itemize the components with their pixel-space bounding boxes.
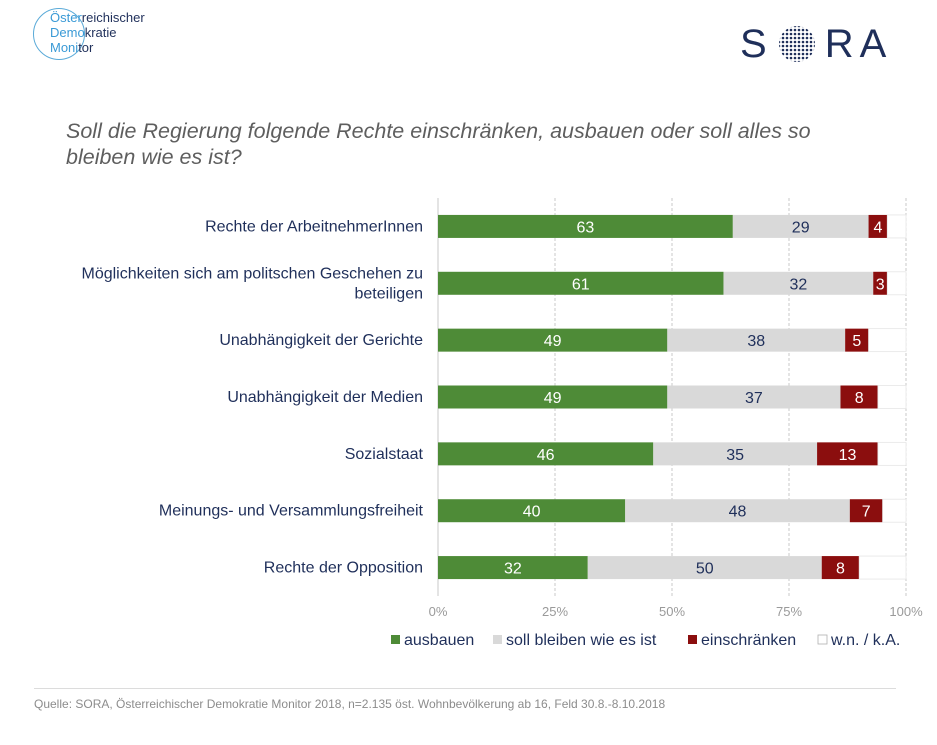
source-note: Quelle: SORA, Österreichischer Demokrati… [34, 697, 666, 711]
bar-segment [653, 442, 818, 466]
sora-logo: S R A [740, 22, 892, 66]
stacked-bar-chart: 0% 25% 50% 75% 100% 63 29 4 Rechte der Arbeitneh… [81, 198, 923, 649]
category-label: Sozialstaat [345, 446, 424, 463]
bar-segment [667, 385, 841, 409]
data-label: 8 [855, 390, 864, 407]
bar-segment [840, 385, 878, 409]
legend-label: ausbauen [404, 632, 474, 649]
data-label: 13 [839, 447, 857, 464]
bar-segment [849, 499, 883, 523]
bar-segment [438, 214, 733, 238]
data-label: 35 [726, 447, 744, 464]
legend-swatch [817, 634, 828, 645]
bar-segment [817, 442, 878, 466]
bar-segment [882, 498, 907, 523]
data-label: 5 [852, 333, 861, 350]
legend-label: einschränken [701, 632, 796, 649]
data-label: 50 [696, 561, 714, 578]
legend-swatch [493, 635, 502, 644]
chart-question: Soll die Regierung folgende Rechte einsc… [66, 119, 811, 169]
sora-letter-a: A [859, 21, 893, 66]
bar-segment [732, 214, 869, 238]
legend-label: soll bleiben wie es ist [506, 632, 657, 649]
category-label: Unabhängigkeit der Gerichte [219, 332, 423, 349]
data-label: 38 [747, 333, 765, 350]
bar-segment [858, 555, 907, 580]
data-label: 40 [523, 504, 541, 521]
logo-circle [33, 8, 85, 60]
category-label: Rechte der ArbeitnehmerInnen [205, 218, 423, 235]
bar-segment [438, 442, 654, 466]
bar-segment [821, 556, 860, 580]
category-label: Unabhängigkeit der Medien [227, 389, 423, 406]
sora-letter-s: S [740, 21, 773, 66]
data-label: 7 [862, 504, 871, 521]
category-label: Möglichkeiten sich am politschen Gescheh… [81, 265, 423, 282]
legend-label: w.n. / k.A. [830, 632, 900, 649]
data-label: 37 [745, 390, 763, 407]
x-tick-label: 0% [429, 604, 448, 619]
logo-line-3: Monitor [50, 40, 94, 55]
bar-segment [667, 328, 846, 352]
bar-segment [438, 271, 724, 295]
bar-segment [723, 271, 874, 295]
bar-segment [877, 441, 907, 466]
data-label: 32 [789, 276, 807, 293]
data-label: 8 [836, 561, 845, 578]
logo-line-2: Demokratie [50, 25, 117, 40]
data-label: 3 [876, 276, 885, 293]
data-label: 29 [792, 219, 810, 236]
data-label: 61 [572, 276, 590, 293]
legend-swatch [688, 635, 697, 644]
data-label: 48 [729, 504, 747, 521]
sora-dotted-o-icon [778, 26, 815, 62]
x-tick-label: 75% [776, 604, 802, 619]
x-tick-label: 25% [542, 604, 568, 619]
x-tick-label: 50% [659, 604, 685, 619]
data-label: 32 [504, 561, 522, 578]
logo-line-1: Österreichischer [50, 10, 145, 25]
bar-segment [868, 328, 907, 353]
data-label: 49 [544, 333, 562, 350]
bar-segment [625, 499, 850, 523]
footer-divider [34, 688, 896, 689]
data-label: 46 [537, 447, 555, 464]
bar-segment [845, 328, 869, 352]
bar-segment [877, 385, 907, 409]
bar-segment [438, 328, 668, 352]
data-label: 63 [577, 219, 595, 236]
bar-segment [438, 556, 588, 580]
category-label: beteiligen [355, 285, 424, 302]
bar-segment [886, 214, 907, 239]
bar-segment [438, 385, 668, 409]
bar-segment [873, 271, 888, 295]
bar-segment [587, 556, 822, 580]
category-label: Rechte der Opposition [264, 560, 423, 577]
sora-letter-r: R [824, 21, 860, 66]
data-label: 49 [544, 390, 562, 407]
odm-logo: Österreichischer Demokratie Monitor [32, 6, 162, 66]
bar-segment [868, 214, 888, 238]
bar-segment [886, 271, 907, 296]
legend-swatch [391, 635, 400, 644]
bar-segment [438, 499, 626, 523]
category-label: Meinungs- und Versammlungsfreiheit [159, 503, 424, 520]
x-tick-label: 100% [889, 604, 923, 619]
data-label: 4 [873, 219, 882, 236]
